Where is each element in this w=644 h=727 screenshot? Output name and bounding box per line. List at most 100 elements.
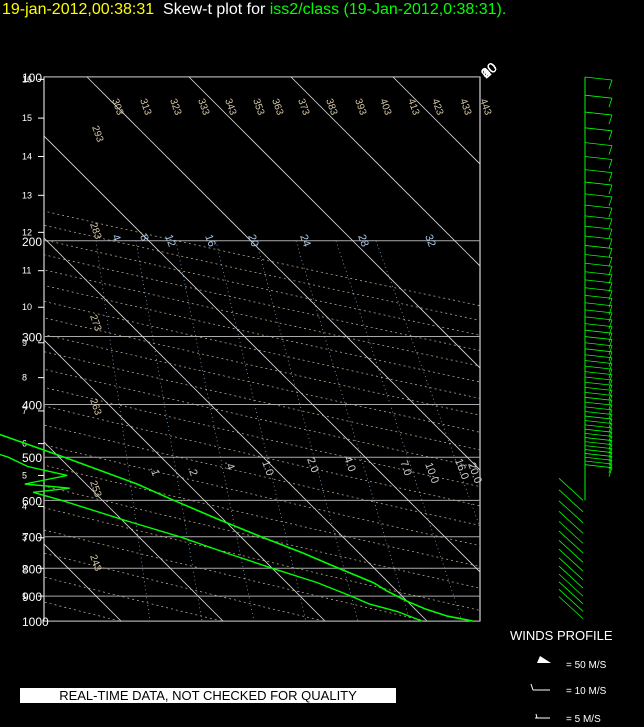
wind-barb-212 xyxy=(584,254,613,258)
dry-adiabat-383 xyxy=(44,317,480,416)
chart-header: 19-jan-2012,00:38:31 Skew-t plot for iss… xyxy=(2,1,506,19)
dry-adiabat-393 xyxy=(44,301,480,399)
wind-barb-tick-308 xyxy=(608,345,613,355)
low-mixing-label-7: 10.0 xyxy=(422,461,441,485)
height-label-14: 14 xyxy=(22,151,32,161)
mixing-ratio-4 xyxy=(95,240,151,621)
header-dataset: iss2/class (19-Jan-2012,0:38:31) xyxy=(269,1,502,18)
wind-barb-low-810 xyxy=(558,548,584,572)
wind-barb-tick-132 xyxy=(608,145,613,155)
wind-barb-tick-276 xyxy=(608,319,613,329)
mixing-ratio-8 xyxy=(135,240,203,621)
dry-adiabat-453 xyxy=(44,210,480,306)
wind-barb-220 xyxy=(584,262,613,267)
adiabat-label-353: 353 xyxy=(250,97,266,117)
wind-barb-140 xyxy=(584,156,613,160)
height-label-4: 4 xyxy=(22,502,27,512)
wind-barb-428 xyxy=(584,420,613,424)
wind-barb-340 xyxy=(584,365,613,370)
winds-profile-title: WINDS PROFILE xyxy=(510,628,613,643)
wind-barb-low-600 xyxy=(558,478,584,501)
wind-barb-124 xyxy=(584,127,613,132)
wind-legend-full-barb-icon xyxy=(530,683,550,691)
height-label-1: 1 xyxy=(22,591,27,601)
wind-barb-132 xyxy=(584,142,613,146)
wind-barb-404 xyxy=(584,406,613,411)
wind-barb-108 xyxy=(584,94,613,99)
wind-barb-low-930 xyxy=(558,581,584,605)
isotherm-60 xyxy=(495,77,644,621)
wind-barb-508 xyxy=(584,460,613,465)
low-mixing-label-1: .2 xyxy=(185,465,199,478)
mixing-label-16: 16 xyxy=(202,233,217,249)
plot-frame xyxy=(43,76,481,622)
header-lead: Skew-t plot for xyxy=(163,1,266,18)
adiabat-label-363: 363 xyxy=(269,97,285,117)
isotherm-40 xyxy=(290,77,480,267)
wind-legend-50: = 50 M/S xyxy=(566,660,607,671)
wind-barb-tick-340 xyxy=(608,368,613,379)
low-mixing-label-6: 7.0 xyxy=(397,459,414,477)
mixing-label-12: 12 xyxy=(162,233,177,249)
wind-barb-tick-140 xyxy=(608,159,613,169)
dry-adiabat-423 xyxy=(44,254,480,351)
wind-barb-tick-188 xyxy=(608,229,613,239)
wind-barb-452 xyxy=(584,432,613,437)
isotherm-right-label-7: 40 xyxy=(478,59,500,81)
adiabat-label-393: 393 xyxy=(352,97,368,117)
wind-barb-284 xyxy=(584,323,613,328)
wind-barb-tick-212 xyxy=(608,257,613,267)
mixing-ratio-12 xyxy=(175,240,255,621)
mixing-label-28: 28 xyxy=(355,233,370,249)
wind-barb-196 xyxy=(584,235,613,240)
adiabat-label-343: 343 xyxy=(222,97,238,117)
wind-barb-tick-508 xyxy=(608,463,613,474)
wind-barb-492 xyxy=(584,453,613,457)
wind-barb-412 xyxy=(584,411,613,415)
adiabat-label-263: 263 xyxy=(87,397,103,417)
mixing-ratio-28 xyxy=(335,240,463,621)
wind-barb-tick-300 xyxy=(608,339,613,349)
wind-barb-116 xyxy=(584,111,613,116)
dry-adiabat-273 xyxy=(44,529,426,621)
low-mixing-label-0: .1 xyxy=(147,465,161,478)
wind-barb-tick-148 xyxy=(608,172,613,182)
wind-barb-tick-348 xyxy=(608,374,613,384)
wind-barb-420 xyxy=(584,415,613,420)
pressure-label-400: 400 xyxy=(22,399,42,413)
wind-barb-tick-316 xyxy=(608,351,613,361)
dry-adiabat-413 xyxy=(44,269,480,367)
wind-barb-tick-364 xyxy=(608,385,613,395)
wind-legend-pennant-icon xyxy=(537,656,551,663)
low-mixing-label-2: .4 xyxy=(222,459,236,472)
adiabat-label-333: 333 xyxy=(195,97,211,117)
wind-barb-380 xyxy=(584,392,613,396)
wind-barb-100 xyxy=(584,76,613,81)
pressure-label-1000: 1000 xyxy=(22,615,49,629)
quality-warning: REAL-TIME DATA, NOT CHECKED FOR QUALITY xyxy=(20,688,396,703)
wind-legend-half-barb-icon xyxy=(535,713,550,719)
wind-barb-tick-220 xyxy=(608,266,613,276)
wind-barb-tick-260 xyxy=(608,305,613,315)
dry-adiabat-443 xyxy=(44,224,480,321)
isotherm--30 xyxy=(44,543,122,621)
pressure-label-600: 600 xyxy=(22,494,42,508)
wind-barb-292 xyxy=(584,329,613,334)
wind-barb-188 xyxy=(584,225,613,230)
adiabat-label-293: 293 xyxy=(89,124,105,144)
wind-barb-tick-324 xyxy=(608,357,613,367)
plot-area xyxy=(44,77,644,621)
dry-adiabat-333 xyxy=(44,405,480,507)
wind-barb-204 xyxy=(584,245,613,249)
mixing-label-8: 8 xyxy=(137,233,150,243)
wind-barb-348 xyxy=(584,371,613,376)
mixing-label-4: 4 xyxy=(109,233,122,243)
wind-barb-low-900 xyxy=(558,573,584,597)
dry-adiabat-403 xyxy=(44,285,480,383)
wind-barb-236 xyxy=(584,279,613,284)
adiabat-label-403: 403 xyxy=(377,97,393,117)
height-label-12: 12 xyxy=(22,227,32,237)
wind-barb-396 xyxy=(584,401,613,406)
wind-barb-tick-116 xyxy=(608,114,613,125)
height-label-10: 10 xyxy=(22,302,32,312)
